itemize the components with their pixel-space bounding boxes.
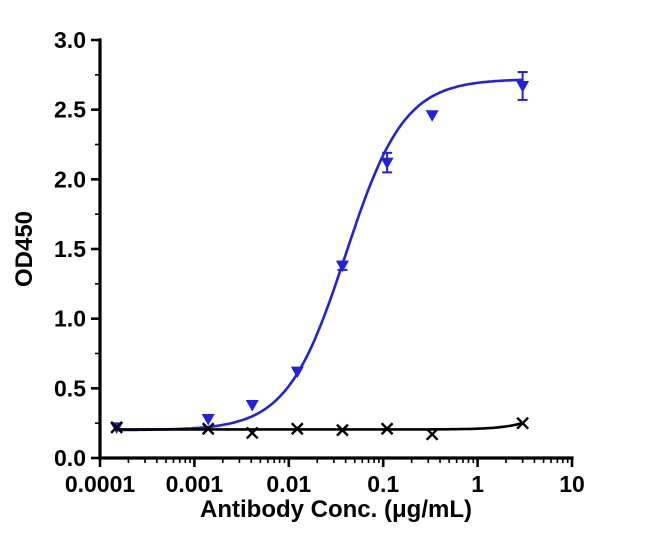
svg-text:0.001: 0.001 <box>166 471 224 497</box>
svg-text:3.0: 3.0 <box>54 27 86 53</box>
svg-text:1.0: 1.0 <box>54 306 86 332</box>
y-axis-title: OD450 <box>11 210 38 288</box>
svg-text:1: 1 <box>471 471 484 497</box>
svg-text:0.01: 0.01 <box>266 471 311 497</box>
svg-text:0.0001: 0.0001 <box>65 471 136 497</box>
svg-text:2.5: 2.5 <box>54 97 86 123</box>
x-axis-title: Antibody Conc. (μg/mL) <box>200 496 472 523</box>
svg-text:0.5: 0.5 <box>54 375 86 401</box>
svg-text:1.5: 1.5 <box>54 236 86 262</box>
svg-text:2.0: 2.0 <box>54 166 86 192</box>
svg-text:0.0: 0.0 <box>54 445 86 471</box>
svg-text:0.1: 0.1 <box>367 471 399 497</box>
svg-text:10: 10 <box>559 471 585 497</box>
